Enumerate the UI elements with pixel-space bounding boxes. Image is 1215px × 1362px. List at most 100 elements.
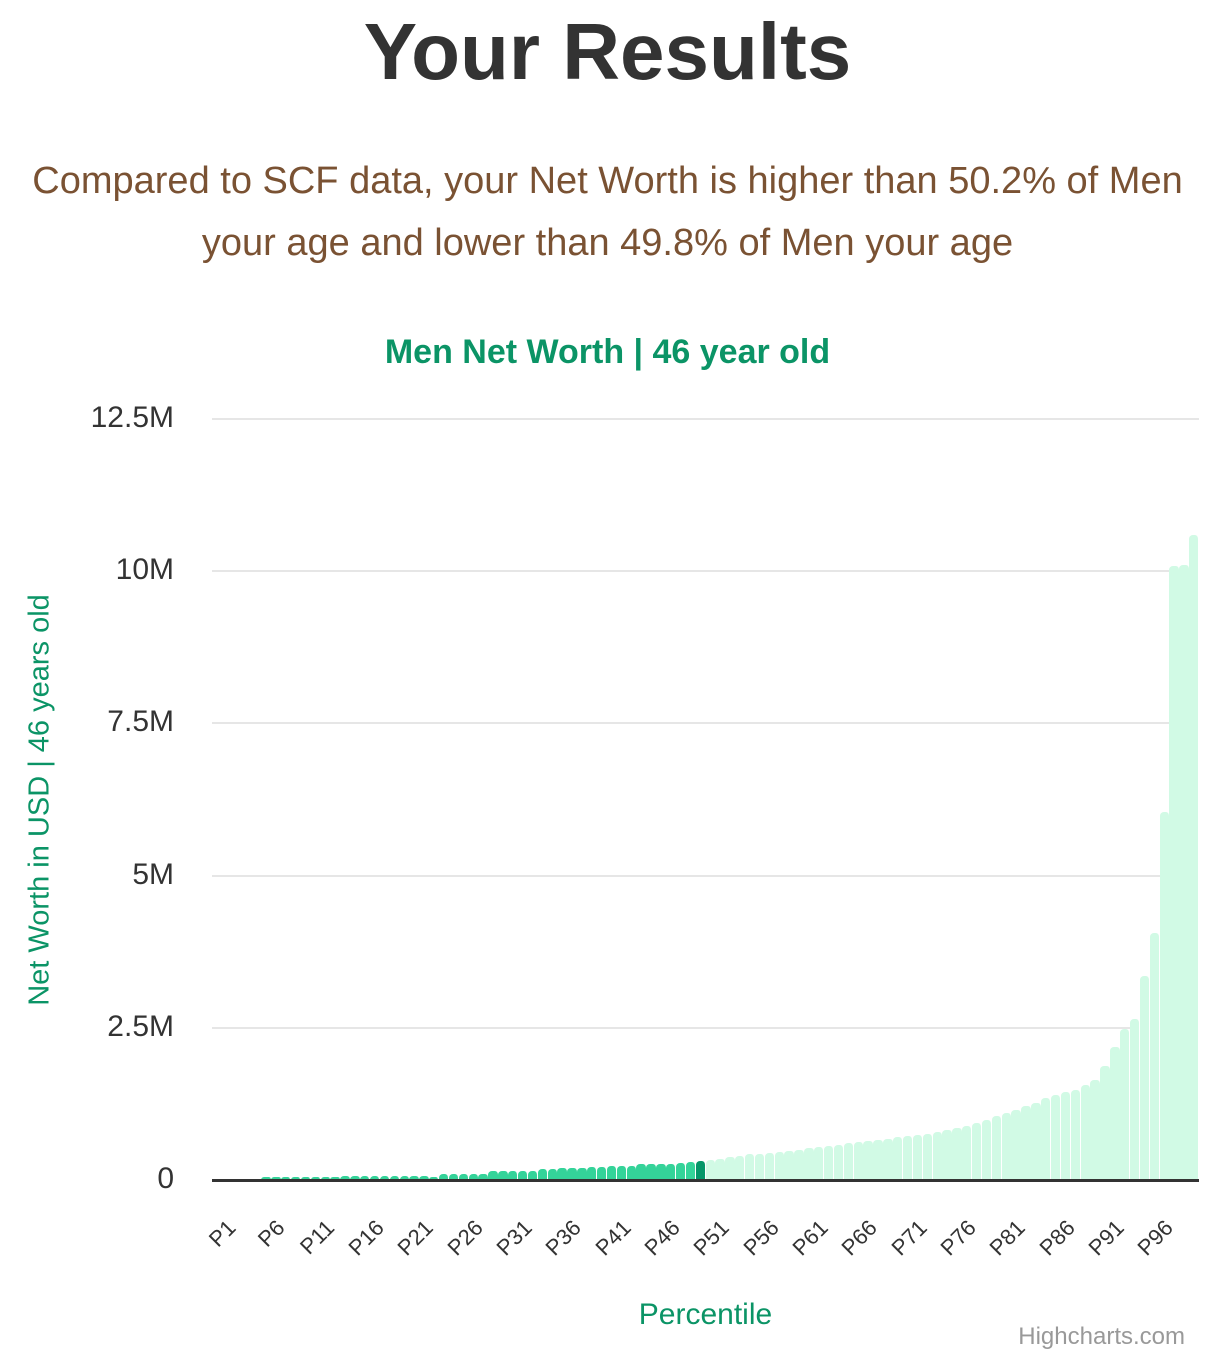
bar-percentile[interactable]	[1080, 1085, 1091, 1180]
bar-percentile[interactable]	[537, 1169, 549, 1180]
bar-percentile[interactable]	[379, 1176, 391, 1180]
bar-percentile[interactable]	[1149, 932, 1160, 1180]
y-axis-label: 5M	[132, 857, 174, 891]
bar-percentile[interactable]	[340, 1176, 351, 1180]
bar-percentile[interactable]	[971, 1123, 983, 1180]
bar-percentile[interactable]	[991, 1116, 1003, 1180]
bar-percentile[interactable]	[1011, 1110, 1022, 1180]
bar-percentile[interactable]	[360, 1176, 371, 1180]
bar-percentile[interactable]	[1041, 1098, 1052, 1180]
bar-percentile[interactable]	[656, 1164, 667, 1180]
x-axis-line	[212, 1179, 1199, 1182]
bar-percentile[interactable]	[922, 1133, 933, 1180]
bar-percentile[interactable]	[1159, 811, 1170, 1180]
bar-percentile[interactable]	[912, 1134, 924, 1180]
bar-percentile[interactable]	[547, 1169, 558, 1180]
bar-percentile[interactable]	[281, 1177, 292, 1180]
bar-percentile[interactable]	[399, 1176, 410, 1180]
bar-percentile[interactable]	[310, 1177, 322, 1180]
bar-percentile[interactable]	[833, 1144, 845, 1180]
bar-percentile[interactable]	[320, 1177, 331, 1180]
bar-percentile[interactable]	[853, 1142, 864, 1180]
bar-percentile[interactable]	[823, 1145, 835, 1180]
bar-percentile[interactable]	[1189, 534, 1200, 1180]
bar-percentile[interactable]	[488, 1171, 499, 1180]
bar-percentile[interactable]	[290, 1177, 302, 1180]
bar-percentile[interactable]	[705, 1159, 716, 1180]
bar-percentile[interactable]	[1050, 1094, 1062, 1180]
bar-percentile[interactable]	[1110, 1046, 1121, 1180]
bar-percentile[interactable]	[902, 1136, 914, 1180]
bar-percentile[interactable]	[626, 1166, 637, 1180]
x-axis-label: P76	[935, 1215, 981, 1261]
bar-percentile[interactable]	[1021, 1105, 1032, 1180]
bar-percentile[interactable]	[567, 1167, 578, 1180]
bar-percentile[interactable]	[981, 1120, 993, 1180]
bar-percentile[interactable]	[1060, 1092, 1072, 1180]
bar-percentile[interactable]	[1100, 1066, 1111, 1180]
bar-percentile[interactable]	[478, 1173, 489, 1180]
bar-percentile[interactable]	[468, 1173, 479, 1180]
bar-percentile[interactable]	[1169, 566, 1180, 1180]
bar-percentile[interactable]	[735, 1156, 746, 1180]
bar-percentile[interactable]	[606, 1166, 618, 1180]
bar-percentile[interactable]	[952, 1128, 963, 1180]
bar-percentile[interactable]	[1129, 1018, 1141, 1180]
bar-percentile[interactable]	[261, 1177, 272, 1180]
bar-percentile[interactable]	[350, 1176, 361, 1180]
bar-percentile[interactable]	[517, 1171, 529, 1180]
bar-percentile[interactable]	[666, 1164, 677, 1180]
bar-percentile[interactable]	[300, 1177, 312, 1180]
bar-percentile[interactable]	[715, 1158, 726, 1180]
bar-percentile[interactable]	[942, 1130, 953, 1180]
bar-percentile[interactable]	[1001, 1113, 1012, 1180]
bar-percentile[interactable]	[685, 1161, 697, 1180]
bar-percentile[interactable]	[675, 1162, 687, 1180]
bar-percentile[interactable]	[616, 1166, 628, 1180]
bar-percentile[interactable]	[1031, 1102, 1042, 1180]
bar-percentile[interactable]	[863, 1141, 874, 1180]
bar-percentile[interactable]	[439, 1173, 450, 1180]
bar-percentile[interactable]	[409, 1176, 420, 1180]
bar-percentile[interactable]	[330, 1177, 341, 1180]
bar-percentile[interactable]	[893, 1137, 904, 1180]
bar-percentile[interactable]	[744, 1154, 756, 1180]
bar-percentile[interactable]	[883, 1138, 894, 1180]
highcharts-credits-link[interactable]: Highcharts.com	[1018, 1323, 1185, 1350]
bar-percentile[interactable]	[527, 1171, 539, 1180]
bar-percentile[interactable]	[804, 1148, 815, 1180]
bar-percentile[interactable]	[557, 1167, 568, 1180]
bar-percentile[interactable]	[843, 1143, 855, 1180]
bar-percentile[interactable]	[814, 1147, 825, 1180]
bar-percentile[interactable]	[774, 1152, 785, 1180]
bar-percentile[interactable]	[754, 1153, 766, 1180]
bar-percentile[interactable]	[1090, 1080, 1101, 1180]
bar-percentile[interactable]	[596, 1166, 608, 1180]
bar-percentile[interactable]	[1070, 1089, 1082, 1180]
bar-percentile[interactable]	[784, 1150, 795, 1180]
bar-percentile[interactable]	[725, 1157, 736, 1180]
bar-percentile[interactable]	[1179, 565, 1190, 1180]
bar-percentile[interactable]	[962, 1126, 973, 1180]
bar-percentile[interactable]	[458, 1173, 470, 1180]
bar-percentile[interactable]	[369, 1176, 381, 1180]
bar-percentile[interactable]	[932, 1131, 943, 1180]
bar-percentile[interactable]	[1139, 976, 1151, 1180]
bar-percentile[interactable]	[498, 1171, 509, 1180]
bar-percentile[interactable]	[508, 1171, 519, 1180]
bar-percentile[interactable]	[419, 1176, 430, 1180]
bar-percentile[interactable]	[646, 1164, 657, 1180]
bar-percentile[interactable]	[448, 1173, 460, 1180]
bar-percentile[interactable]	[587, 1166, 598, 1180]
bar-percentile[interactable]	[577, 1167, 588, 1180]
bar-percentile[interactable]	[389, 1176, 401, 1180]
bar-percentile[interactable]	[764, 1152, 776, 1180]
bar-percentile[interactable]	[873, 1139, 884, 1180]
x-axis-label: P96	[1132, 1215, 1179, 1261]
bar-user-percentile[interactable]	[695, 1160, 706, 1180]
bar-percentile[interactable]	[636, 1164, 647, 1180]
bar-percentile[interactable]	[1120, 1029, 1131, 1180]
bar-percentile[interactable]	[794, 1150, 805, 1180]
bar-percentile[interactable]	[271, 1177, 282, 1180]
bar-percentile[interactable]	[429, 1176, 440, 1180]
